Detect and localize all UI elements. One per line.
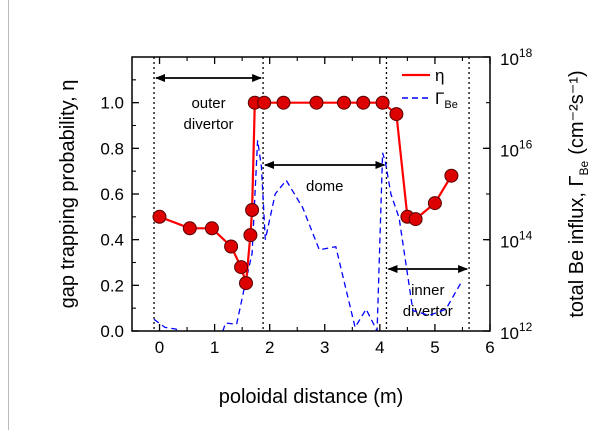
- series-eta-point: [309, 95, 324, 110]
- series-eta-point: [444, 168, 459, 183]
- legend: η ΓBe: [402, 66, 458, 111]
- legend-be-label: ΓBe: [435, 89, 458, 111]
- y-right-tick-label: 1018: [500, 46, 533, 69]
- page-left-rule: [8, 0, 9, 430]
- series-eta-point: [152, 209, 167, 224]
- series-eta-point: [245, 203, 260, 217]
- marker-layer: [152, 95, 459, 291]
- left-y-axis-title: gap trapping probability, η: [57, 80, 79, 309]
- x-tick-label: 6: [485, 338, 494, 357]
- axis-layer: 0 1 2 3 4 5 6 0.0 0.2 0.4 0.6 0.8 1.0 1012 1014 1016 101…: [100, 46, 532, 357]
- y-left-tick-label: 0.4: [100, 231, 124, 250]
- series-eta-point: [337, 95, 351, 110]
- y-left-tick-label: 0.0: [100, 322, 124, 341]
- y-left-tick-label: 0.2: [100, 276, 124, 295]
- series-eta-point: [276, 95, 291, 110]
- series-eta-point: [375, 95, 390, 110]
- y-right-tick-label: 1014: [500, 229, 533, 252]
- series-eta-point: [234, 260, 249, 275]
- legend-be-label-main: Γ: [435, 89, 444, 108]
- x-tick-label: 1: [210, 338, 219, 357]
- region-label: inner: [411, 282, 444, 299]
- x-tick-label: 5: [430, 338, 439, 357]
- series-eta-point: [182, 221, 197, 236]
- series-eta-point: [427, 196, 442, 211]
- series-eta-point: [204, 221, 219, 236]
- region-label: divertor: [403, 303, 453, 320]
- y-left-tick-label: 0.8: [100, 139, 124, 158]
- series-eta-point: [257, 95, 272, 110]
- y-right-tick-label: 1012: [500, 320, 533, 343]
- region-label: dome: [306, 178, 344, 195]
- y-right-tick-label: 1016: [500, 137, 533, 160]
- series-eta-point: [408, 212, 423, 227]
- y-left-tick-label: 0.6: [100, 185, 124, 204]
- series-eta-point: [239, 276, 253, 291]
- series-layer: [153, 101, 464, 331]
- legend-be-label-sub: Be: [444, 99, 457, 111]
- region-label: outer: [191, 95, 225, 112]
- right-y-axis-title-main: total Be influx, Γ: [566, 175, 588, 317]
- legend-eta-label: η: [435, 66, 444, 85]
- y-left-tick-label: 1.0: [100, 94, 124, 113]
- region-label: divertor: [184, 116, 234, 133]
- x-tick-label: 2: [265, 338, 274, 357]
- x-axis-title: poloidal distance (m): [219, 386, 404, 408]
- series-eta-point: [356, 95, 371, 110]
- region-layer: outer divertor dome inner divertor: [153, 57, 470, 331]
- right-y-axis-title-sub: Be: [577, 160, 591, 175]
- series-eta-point: [389, 107, 404, 122]
- x-tick-label: 3: [320, 338, 329, 357]
- right-y-axis-title-unit: (cm⁻²s⁻¹): [566, 70, 588, 154]
- series-eta-point: [224, 239, 239, 254]
- x-tick-label: 0: [155, 338, 164, 357]
- series-eta-point: [243, 228, 258, 243]
- x-tick-label: 4: [375, 338, 384, 357]
- series-be-influx-line: [153, 140, 464, 331]
- right-y-axis-title: total Be influx, ΓBe (cm⁻²s⁻¹): [566, 70, 591, 317]
